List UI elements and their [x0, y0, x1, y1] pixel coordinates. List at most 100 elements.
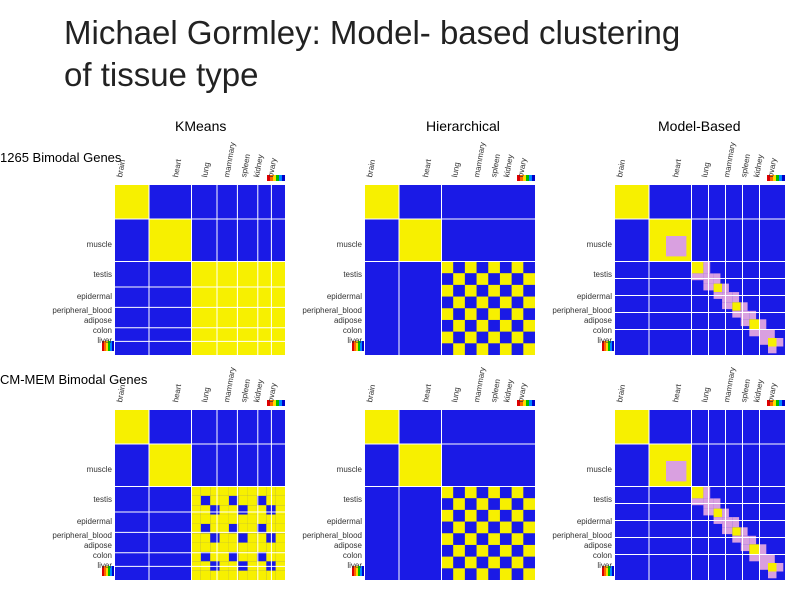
cluster-block-partial: [703, 486, 711, 499]
column-label: lung: [699, 161, 712, 178]
cluster-block-small: [740, 310, 750, 320]
cluster-cell: [219, 551, 229, 562]
cluster-cell: [511, 284, 524, 297]
cluster-block-small: [759, 329, 768, 338]
row-label: adipose: [83, 541, 112, 550]
row-label: epidermal: [76, 517, 112, 527]
cluster-cell: [219, 514, 229, 524]
row-label: muscle: [86, 239, 112, 249]
cluster-block-small: [732, 302, 741, 311]
cluster-cell: [499, 273, 512, 285]
cluster-block: [365, 185, 399, 219]
color-key-swatch: [606, 341, 608, 351]
cluster-cell: [464, 556, 477, 569]
color-key-swatch: [610, 566, 612, 576]
row-label: testis: [593, 495, 612, 505]
cluster-cell: [441, 284, 454, 297]
cluster-cell: [247, 570, 257, 580]
cluster-cell: [523, 498, 535, 510]
row-label: peripheral_blood: [52, 530, 112, 540]
cluster-cell: [499, 296, 512, 309]
cluster-block-partial: [740, 527, 748, 536]
slide-title-line2: of tissue type: [64, 56, 259, 93]
color-key-swatch: [776, 400, 779, 406]
cluster-cell: [219, 533, 229, 543]
row-label: epidermal: [76, 292, 112, 302]
cluster-block-partial: [749, 329, 760, 337]
cluster-cell: [523, 343, 535, 355]
color-key-swatch: [102, 341, 104, 351]
cluster-cell: [275, 495, 285, 506]
row-label: testis: [343, 495, 362, 505]
cluster-block-small: [732, 527, 741, 536]
row-label: adipose: [583, 541, 612, 550]
cluster-cell: [191, 551, 201, 562]
cluster-cell: [210, 514, 220, 524]
cluster-cell: [238, 514, 248, 524]
cluster-block-partial: [740, 544, 750, 552]
color-key-swatch: [279, 175, 282, 181]
cluster-cell: [247, 523, 257, 534]
cluster-cell: [488, 331, 500, 344]
cluster-cell: [499, 521, 512, 534]
cluster-cell: [464, 284, 477, 297]
cluster-cell: [238, 570, 248, 580]
cluster-cell: [511, 261, 524, 274]
row-label: epidermal: [326, 517, 362, 527]
cluster-cell: [228, 486, 239, 496]
row-label: colon: [92, 551, 112, 561]
heatmap-svg: [102, 400, 285, 580]
color-key-swatch: [267, 175, 270, 181]
column-label: lung: [199, 386, 212, 403]
cluster-cell: [247, 486, 257, 496]
cluster-cell: [453, 343, 465, 355]
color-key-swatch: [273, 400, 276, 406]
cluster-cell: [191, 523, 201, 534]
cluster-cell: [191, 542, 201, 552]
color-key-swatch: [362, 341, 364, 351]
row-label: muscle: [586, 239, 612, 249]
cluster-cell: [228, 570, 239, 580]
cluster-cell: [219, 495, 229, 506]
color-key-swatch: [529, 175, 532, 181]
cluster-cell: [453, 521, 465, 534]
cluster-block-partial: [749, 535, 757, 545]
color-key-swatch: [102, 566, 104, 576]
cluster-cell: [511, 533, 524, 545]
cluster-cell: [499, 544, 512, 557]
color-key-swatch: [779, 175, 782, 181]
cluster-cell: [511, 509, 524, 522]
color-key-swatch: [773, 175, 776, 181]
cluster-cell: [499, 498, 512, 510]
cluster-cell: [210, 495, 220, 506]
cluster-cell: [228, 533, 239, 543]
row-label: testis: [343, 270, 362, 280]
cluster-block-partial: [759, 563, 768, 570]
cluster-block-small: [768, 338, 777, 347]
cluster-block-partial: [703, 261, 711, 274]
cluster-cell: [228, 514, 239, 524]
color-key-swatch: [358, 341, 360, 351]
color-key-swatch: [517, 175, 520, 181]
cluster-cell: [238, 551, 248, 562]
cluster-cell: [476, 273, 489, 285]
cluster-cell: [441, 533, 454, 545]
cluster-cell: [191, 486, 201, 496]
column-label: lung: [699, 386, 712, 403]
cluster-block-partial: [749, 310, 757, 320]
cluster-block-small: [740, 535, 750, 545]
cluster-cell: [247, 551, 257, 562]
row-label: colon: [342, 551, 362, 561]
cluster-block-small: [768, 563, 777, 572]
color-key-swatch: [267, 400, 270, 406]
cluster-cell: [256, 486, 267, 496]
color-key-swatch: [773, 400, 776, 406]
heatmap-svg: [602, 175, 785, 355]
row-label: muscle: [86, 464, 112, 474]
color-key-swatch: [604, 566, 606, 576]
cluster-block-small: [691, 486, 704, 499]
cluster-cell: [464, 331, 477, 344]
color-key-swatch: [517, 400, 520, 406]
cluster-cell: [523, 296, 535, 309]
color-key-swatch: [612, 341, 614, 351]
